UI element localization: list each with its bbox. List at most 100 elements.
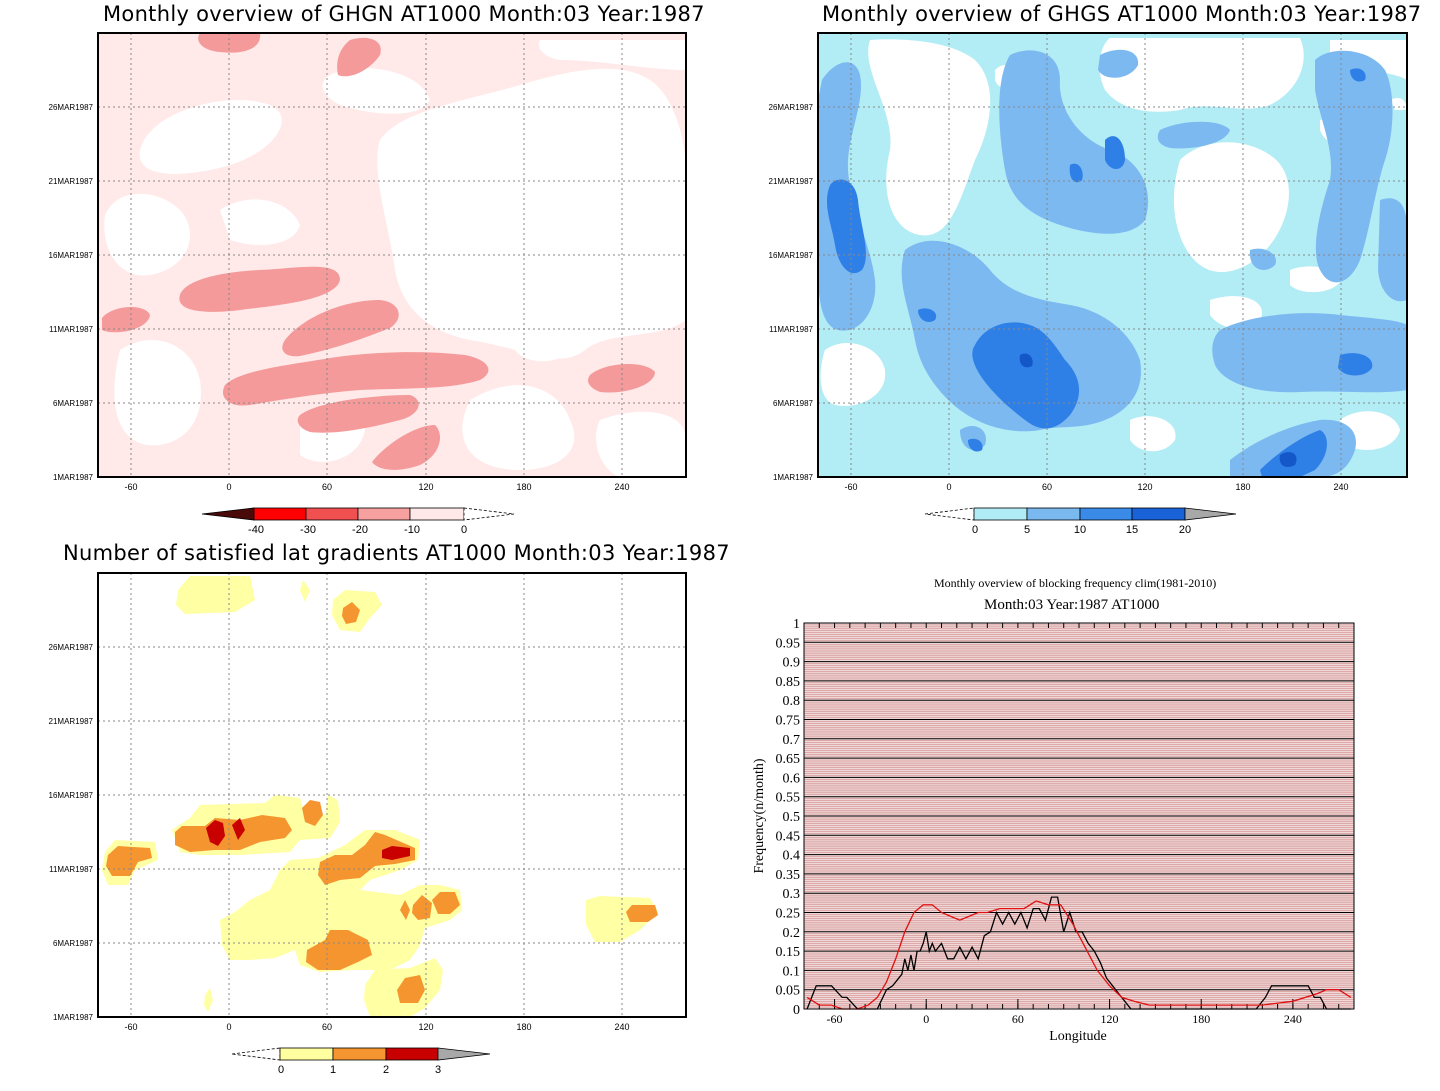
freq-x-tick-labels: -60 0 60 120 180 240 xyxy=(827,1012,1302,1026)
grad-cb-label: 3 xyxy=(435,1064,441,1076)
freq-y-tick-label: 0.8 xyxy=(783,694,801,709)
ghgs-colorbar xyxy=(924,507,1237,521)
ghgs-cb-label: 10 xyxy=(1074,524,1086,536)
ghgs-ytick: 6MAR1987 xyxy=(773,399,814,408)
grad-cb-label: 0 xyxy=(278,1064,284,1076)
ghgn-xtick: 0 xyxy=(226,482,231,492)
ghgs-ytick: 16MAR1987 xyxy=(769,251,814,260)
ghgn-ytick: 16MAR1987 xyxy=(49,251,94,260)
ghgs-xtick: -60 xyxy=(844,482,857,492)
ghgs-ytick: 1MAR1987 xyxy=(773,473,814,482)
ghgn-xtick: 240 xyxy=(614,482,629,492)
freq-major-grid xyxy=(804,622,1354,1010)
ghgs-chart: -60 0 60 120 180 240 1MAR1987 6MAR1987 1… xyxy=(769,32,1408,536)
freq-subtitle: Month:03 Year:1987 AT1000 xyxy=(984,597,1160,613)
grad-red-regions xyxy=(206,818,410,860)
freq-x-tick-label: 120 xyxy=(1101,1012,1119,1026)
grad-colorbar-labels: 0 1 2 3 xyxy=(278,1064,441,1076)
grad-ytick: 21MAR1987 xyxy=(49,717,94,726)
ghgs-y-ticks: 1MAR1987 6MAR1987 11MAR1987 16MAR1987 21… xyxy=(769,103,814,482)
freq-x-tick-label: 60 xyxy=(1012,1012,1024,1026)
ghgs-cb-label: 0 xyxy=(972,524,978,536)
ghgn-frame xyxy=(97,32,687,478)
freq-x-axis-label: Longitude xyxy=(1049,1029,1107,1044)
freq-x-tick-label: 0 xyxy=(923,1012,929,1026)
ghgn-y-ticks: 1MAR1987 6MAR1987 11MAR1987 16MAR1987 21… xyxy=(49,103,94,482)
grad-ytick: 11MAR1987 xyxy=(49,865,93,874)
freq-y-tick-labels: 0 0.05 0.1 0.15 0.2 0.25 0.3 0.35 0.4 0.45 0.5 0.55… xyxy=(776,617,801,1018)
ghgn-cb-label: -30 xyxy=(300,524,316,536)
ghgn-xtick: 180 xyxy=(516,482,531,492)
grad-frame xyxy=(97,572,687,1018)
ghgn-xtick: 120 xyxy=(418,482,433,492)
grad-ytick: 16MAR1987 xyxy=(49,791,94,800)
ghgn-ytick: 1MAR1987 xyxy=(53,473,94,482)
freq-x-tick-label: -60 xyxy=(827,1012,843,1026)
grad-gridlines xyxy=(98,573,686,1017)
freq-y-tick-label: 0.65 xyxy=(776,752,801,767)
freq-y-tick-label: 0.6 xyxy=(783,771,801,786)
ghgn-ytick: 26MAR1987 xyxy=(49,103,94,112)
ghgn-xtick: -60 xyxy=(124,482,137,492)
ghgs-colorbar-labels: 0 5 10 15 20 xyxy=(972,524,1191,536)
grad-x-ticks: -60 0 60 120 180 240 xyxy=(124,1022,629,1032)
ghgs-xtick: 180 xyxy=(1235,482,1250,492)
freq-y-tick-label: 0.75 xyxy=(776,714,801,729)
ghgn-ytick: 6MAR1987 xyxy=(53,399,94,408)
freq-y-tick-label: 0.2 xyxy=(783,926,801,941)
grad-xtick: 180 xyxy=(516,1022,531,1032)
ghgs-ytick: 21MAR1987 xyxy=(769,177,814,186)
freq-y-tick-label: 0.9 xyxy=(783,656,801,671)
freq-y-tick-label: 0.25 xyxy=(776,907,801,922)
ghgn-gridlines xyxy=(98,33,686,477)
grad-xtick: 240 xyxy=(614,1022,629,1032)
ghgs-x-ticks: -60 0 60 120 180 240 xyxy=(844,482,1348,492)
ghgs-gridlines xyxy=(818,33,1407,477)
ghgn-colorbar-labels: -40 -30 -20 -10 0 xyxy=(248,524,467,536)
ghgs-xtick: 60 xyxy=(1042,482,1052,492)
ghgn-cb-label: 0 xyxy=(461,524,467,536)
grad-ytick: 6MAR1987 xyxy=(53,939,94,948)
freq-y-tick-label: 0.35 xyxy=(776,868,801,883)
freq-x-tick-label: 240 xyxy=(1284,1012,1302,1026)
ghgs-white-regions xyxy=(818,38,1407,452)
grad-xtick: 60 xyxy=(322,1022,332,1032)
ghgs-xtick: 0 xyxy=(946,482,951,492)
freq-y-tick-label: 0.1 xyxy=(783,964,801,979)
grad-orange-regions xyxy=(106,602,658,1003)
ghgs-cb-label: 20 xyxy=(1179,524,1191,536)
freq-y-tick-label: 0.45 xyxy=(776,829,801,844)
grad-cb-label: 2 xyxy=(383,1064,389,1076)
freq-x-tick-label: 180 xyxy=(1192,1012,1210,1026)
ghgn-ytick: 21MAR1987 xyxy=(49,177,94,186)
ghgs-xtick: 240 xyxy=(1333,482,1348,492)
grad-colorbar xyxy=(231,1047,491,1061)
ghgs-frame xyxy=(817,32,1408,478)
ghgn-x-ticks: -60 0 60 120 180 240 xyxy=(124,482,629,492)
grad-y-ticks: 1MAR1987 6MAR1987 11MAR1987 16MAR1987 21… xyxy=(49,643,94,1022)
freq-y-tick-label: 0.7 xyxy=(783,733,801,748)
freq-y-tick-label: 0.3 xyxy=(783,887,801,902)
grad-xtick: 0 xyxy=(226,1022,231,1032)
freq-y-tick-label: 0 xyxy=(793,1003,800,1018)
grad-xtick: 120 xyxy=(418,1022,433,1032)
freq-title: Monthly overview of blocking frequency c… xyxy=(934,576,1217,590)
grad-cb-label: 1 xyxy=(330,1064,336,1076)
ghgs-title: Monthly overview of GHGS AT1000 Month:03… xyxy=(822,2,1422,26)
freq-y-tick-label: 0.55 xyxy=(776,791,801,806)
ghgs-ytick: 11MAR1987 xyxy=(769,325,813,334)
ghgn-cb-label: -10 xyxy=(404,524,420,536)
ghgn-cb-label: -20 xyxy=(352,524,368,536)
grad-chart: -60 0 60 120 180 240 1MAR1987 6MAR1987 1… xyxy=(49,572,687,1076)
freq-y-tick-label: 0.85 xyxy=(776,675,801,690)
freq-y-axis-label: Frequency(n/month) xyxy=(752,758,767,873)
ghgs-cb-label: 5 xyxy=(1024,524,1030,536)
freq-y-tick-label: 0.4 xyxy=(783,849,801,864)
freq-frame xyxy=(803,622,1355,1010)
ghgn-chart: -60 0 60 120 180 240 1MAR1987 6MAR1987 1… xyxy=(49,32,687,536)
freq-chart: 0 0.05 0.1 0.15 0.2 0.25 0.3 0.35 0.4 0.45 0.5 0.55… xyxy=(752,617,1355,1044)
ghgn-cb-label: -40 xyxy=(248,524,264,536)
ghgn-ytick: 11MAR1987 xyxy=(49,325,93,334)
ghgn-title: Monthly overview of GHGN AT1000 Month:03… xyxy=(103,2,705,26)
grad-ytick: 26MAR1987 xyxy=(49,643,94,652)
